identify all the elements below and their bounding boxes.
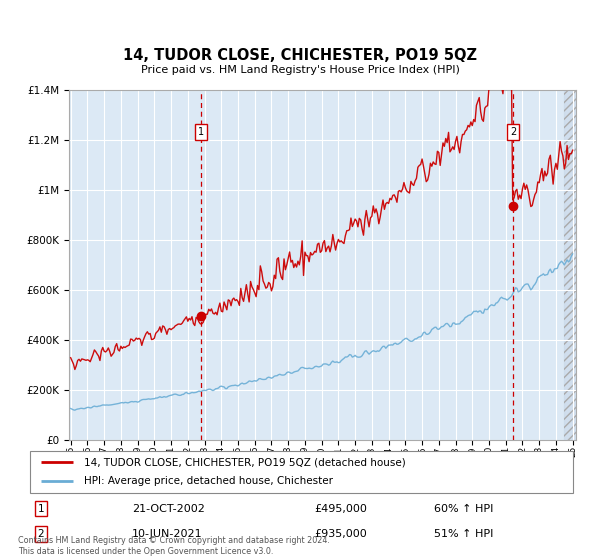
Text: 1: 1 bbox=[37, 503, 44, 514]
Text: 10-JUN-2021: 10-JUN-2021 bbox=[132, 529, 203, 539]
Text: £935,000: £935,000 bbox=[314, 529, 367, 539]
Text: 21-OCT-2002: 21-OCT-2002 bbox=[132, 503, 205, 514]
Text: 51% ↑ HPI: 51% ↑ HPI bbox=[434, 529, 493, 539]
Text: 2: 2 bbox=[510, 127, 517, 137]
Polygon shape bbox=[564, 90, 576, 440]
Text: Price paid vs. HM Land Registry's House Price Index (HPI): Price paid vs. HM Land Registry's House … bbox=[140, 65, 460, 75]
Text: 60% ↑ HPI: 60% ↑ HPI bbox=[434, 503, 493, 514]
Text: 1: 1 bbox=[198, 127, 204, 137]
Text: HPI: Average price, detached house, Chichester: HPI: Average price, detached house, Chic… bbox=[85, 477, 334, 487]
Text: £495,000: £495,000 bbox=[314, 503, 367, 514]
Text: Contains HM Land Registry data © Crown copyright and database right 2024.
This d: Contains HM Land Registry data © Crown c… bbox=[18, 536, 330, 556]
Text: 2: 2 bbox=[37, 529, 44, 539]
Text: 14, TUDOR CLOSE, CHICHESTER, PO19 5QZ (detached house): 14, TUDOR CLOSE, CHICHESTER, PO19 5QZ (d… bbox=[85, 457, 406, 467]
Text: 14, TUDOR CLOSE, CHICHESTER, PO19 5QZ: 14, TUDOR CLOSE, CHICHESTER, PO19 5QZ bbox=[123, 49, 477, 63]
FancyBboxPatch shape bbox=[30, 451, 573, 493]
